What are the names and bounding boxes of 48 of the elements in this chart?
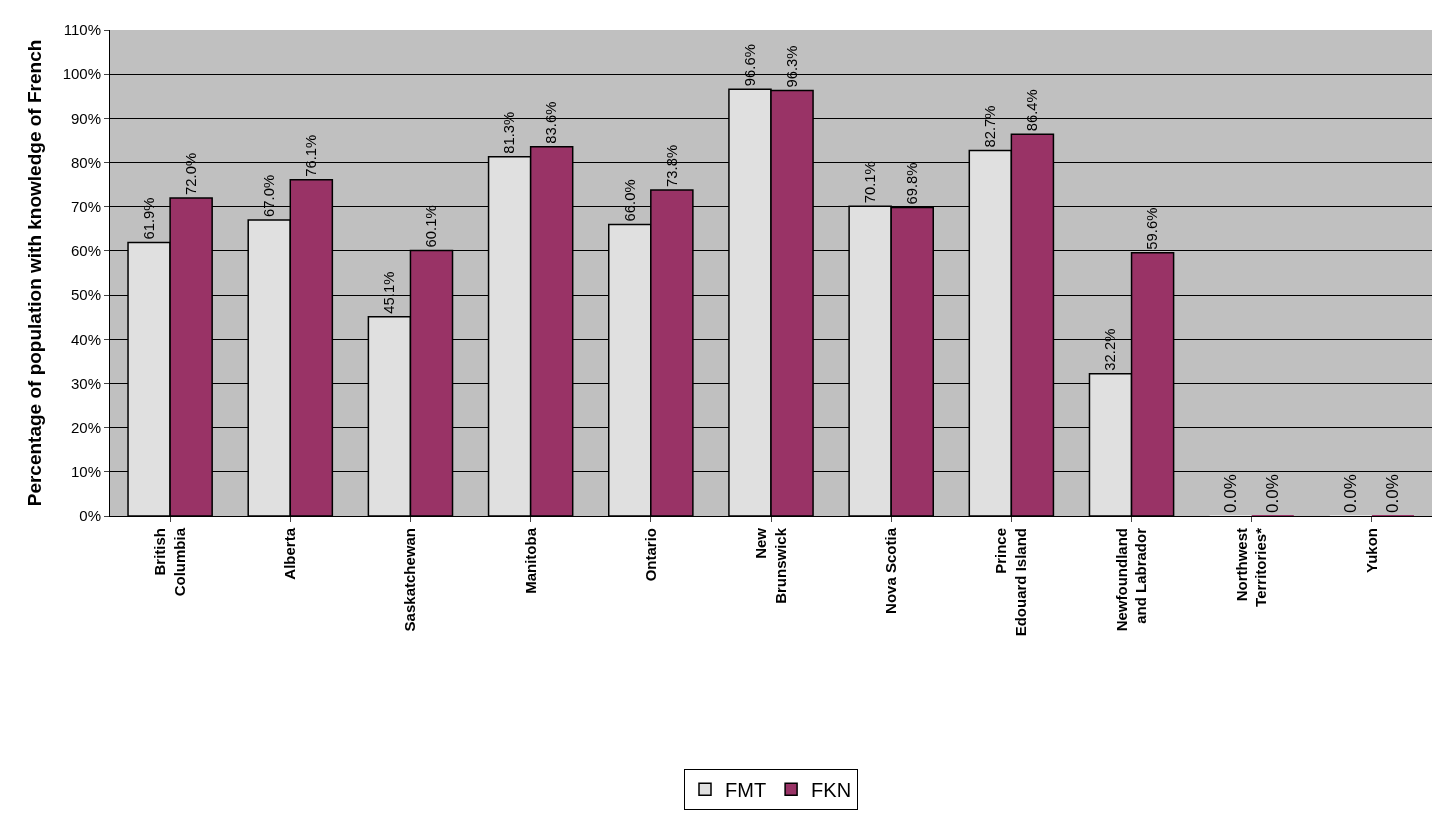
data-label: 82.7% — [982, 105, 999, 148]
y-axis-title: Percentage of population with knowledge of French — [24, 39, 46, 507]
y-tick-label: 100% — [62, 65, 101, 83]
x-tick-label: Alberta — [281, 527, 299, 580]
data-label: 70.1% — [861, 161, 878, 204]
data-label: 81.3% — [501, 111, 518, 154]
y-tick-label: 50% — [70, 286, 101, 304]
data-label: 60.1% — [423, 205, 440, 248]
data-label: 66.0% — [621, 179, 638, 222]
y-tick-label: 60% — [70, 242, 101, 260]
x-tick-label: Nova Scotia — [882, 527, 900, 614]
x-tick-label: Newfoundland and Labrador — [1112, 527, 1150, 632]
data-label: 0.0% — [1221, 474, 1241, 513]
data-label: 72.0% — [182, 152, 199, 195]
legend-label: FMT — [725, 779, 767, 802]
y-tick-label: 70% — [70, 197, 101, 215]
data-label: 73.8% — [663, 144, 680, 187]
data-label: 0.0% — [1383, 474, 1403, 513]
x-tick-label: Prince Edouard Island — [992, 528, 1029, 637]
x-tick-label: New Brunswick — [752, 527, 789, 604]
data-label: 96.3% — [783, 45, 800, 88]
x-tick-label: Northwest Territories* — [1232, 527, 1270, 607]
data-label: 96.6% — [741, 44, 758, 87]
x-tick-label: Manitoba — [521, 527, 539, 594]
data-label: 76.1% — [303, 134, 320, 177]
y-tick-label: 0% — [79, 507, 101, 525]
data-label: 86.4% — [1024, 89, 1041, 132]
data-label: 0.0% — [1263, 474, 1283, 513]
y-tick-label: 10% — [70, 463, 101, 481]
y-tick-label: 90% — [70, 109, 101, 127]
y-tick-label: 30% — [70, 374, 101, 392]
y-tick-label: 110% — [63, 21, 101, 39]
x-tick-label: British Columbia — [151, 527, 188, 597]
y-tick-label: 80% — [70, 153, 101, 171]
data-label: 59.6% — [1144, 207, 1161, 250]
y-tick-label: 20% — [70, 418, 101, 436]
data-label: 61.9% — [140, 197, 157, 240]
data-label: 69.8% — [904, 162, 921, 205]
x-tick-label: Saskatchewan — [401, 528, 419, 632]
data-label: 83.6% — [543, 101, 560, 144]
data-label: 67.0% — [261, 174, 278, 217]
x-tick-label: Yukon — [1362, 528, 1380, 574]
data-label: 0.0% — [1341, 474, 1361, 513]
legend-label: FKN — [811, 779, 852, 802]
data-label: 45.1% — [381, 271, 398, 314]
y-tick-label: 40% — [70, 330, 101, 348]
x-tick-label: Ontario — [641, 528, 659, 582]
data-label: 32.2% — [1102, 328, 1119, 371]
